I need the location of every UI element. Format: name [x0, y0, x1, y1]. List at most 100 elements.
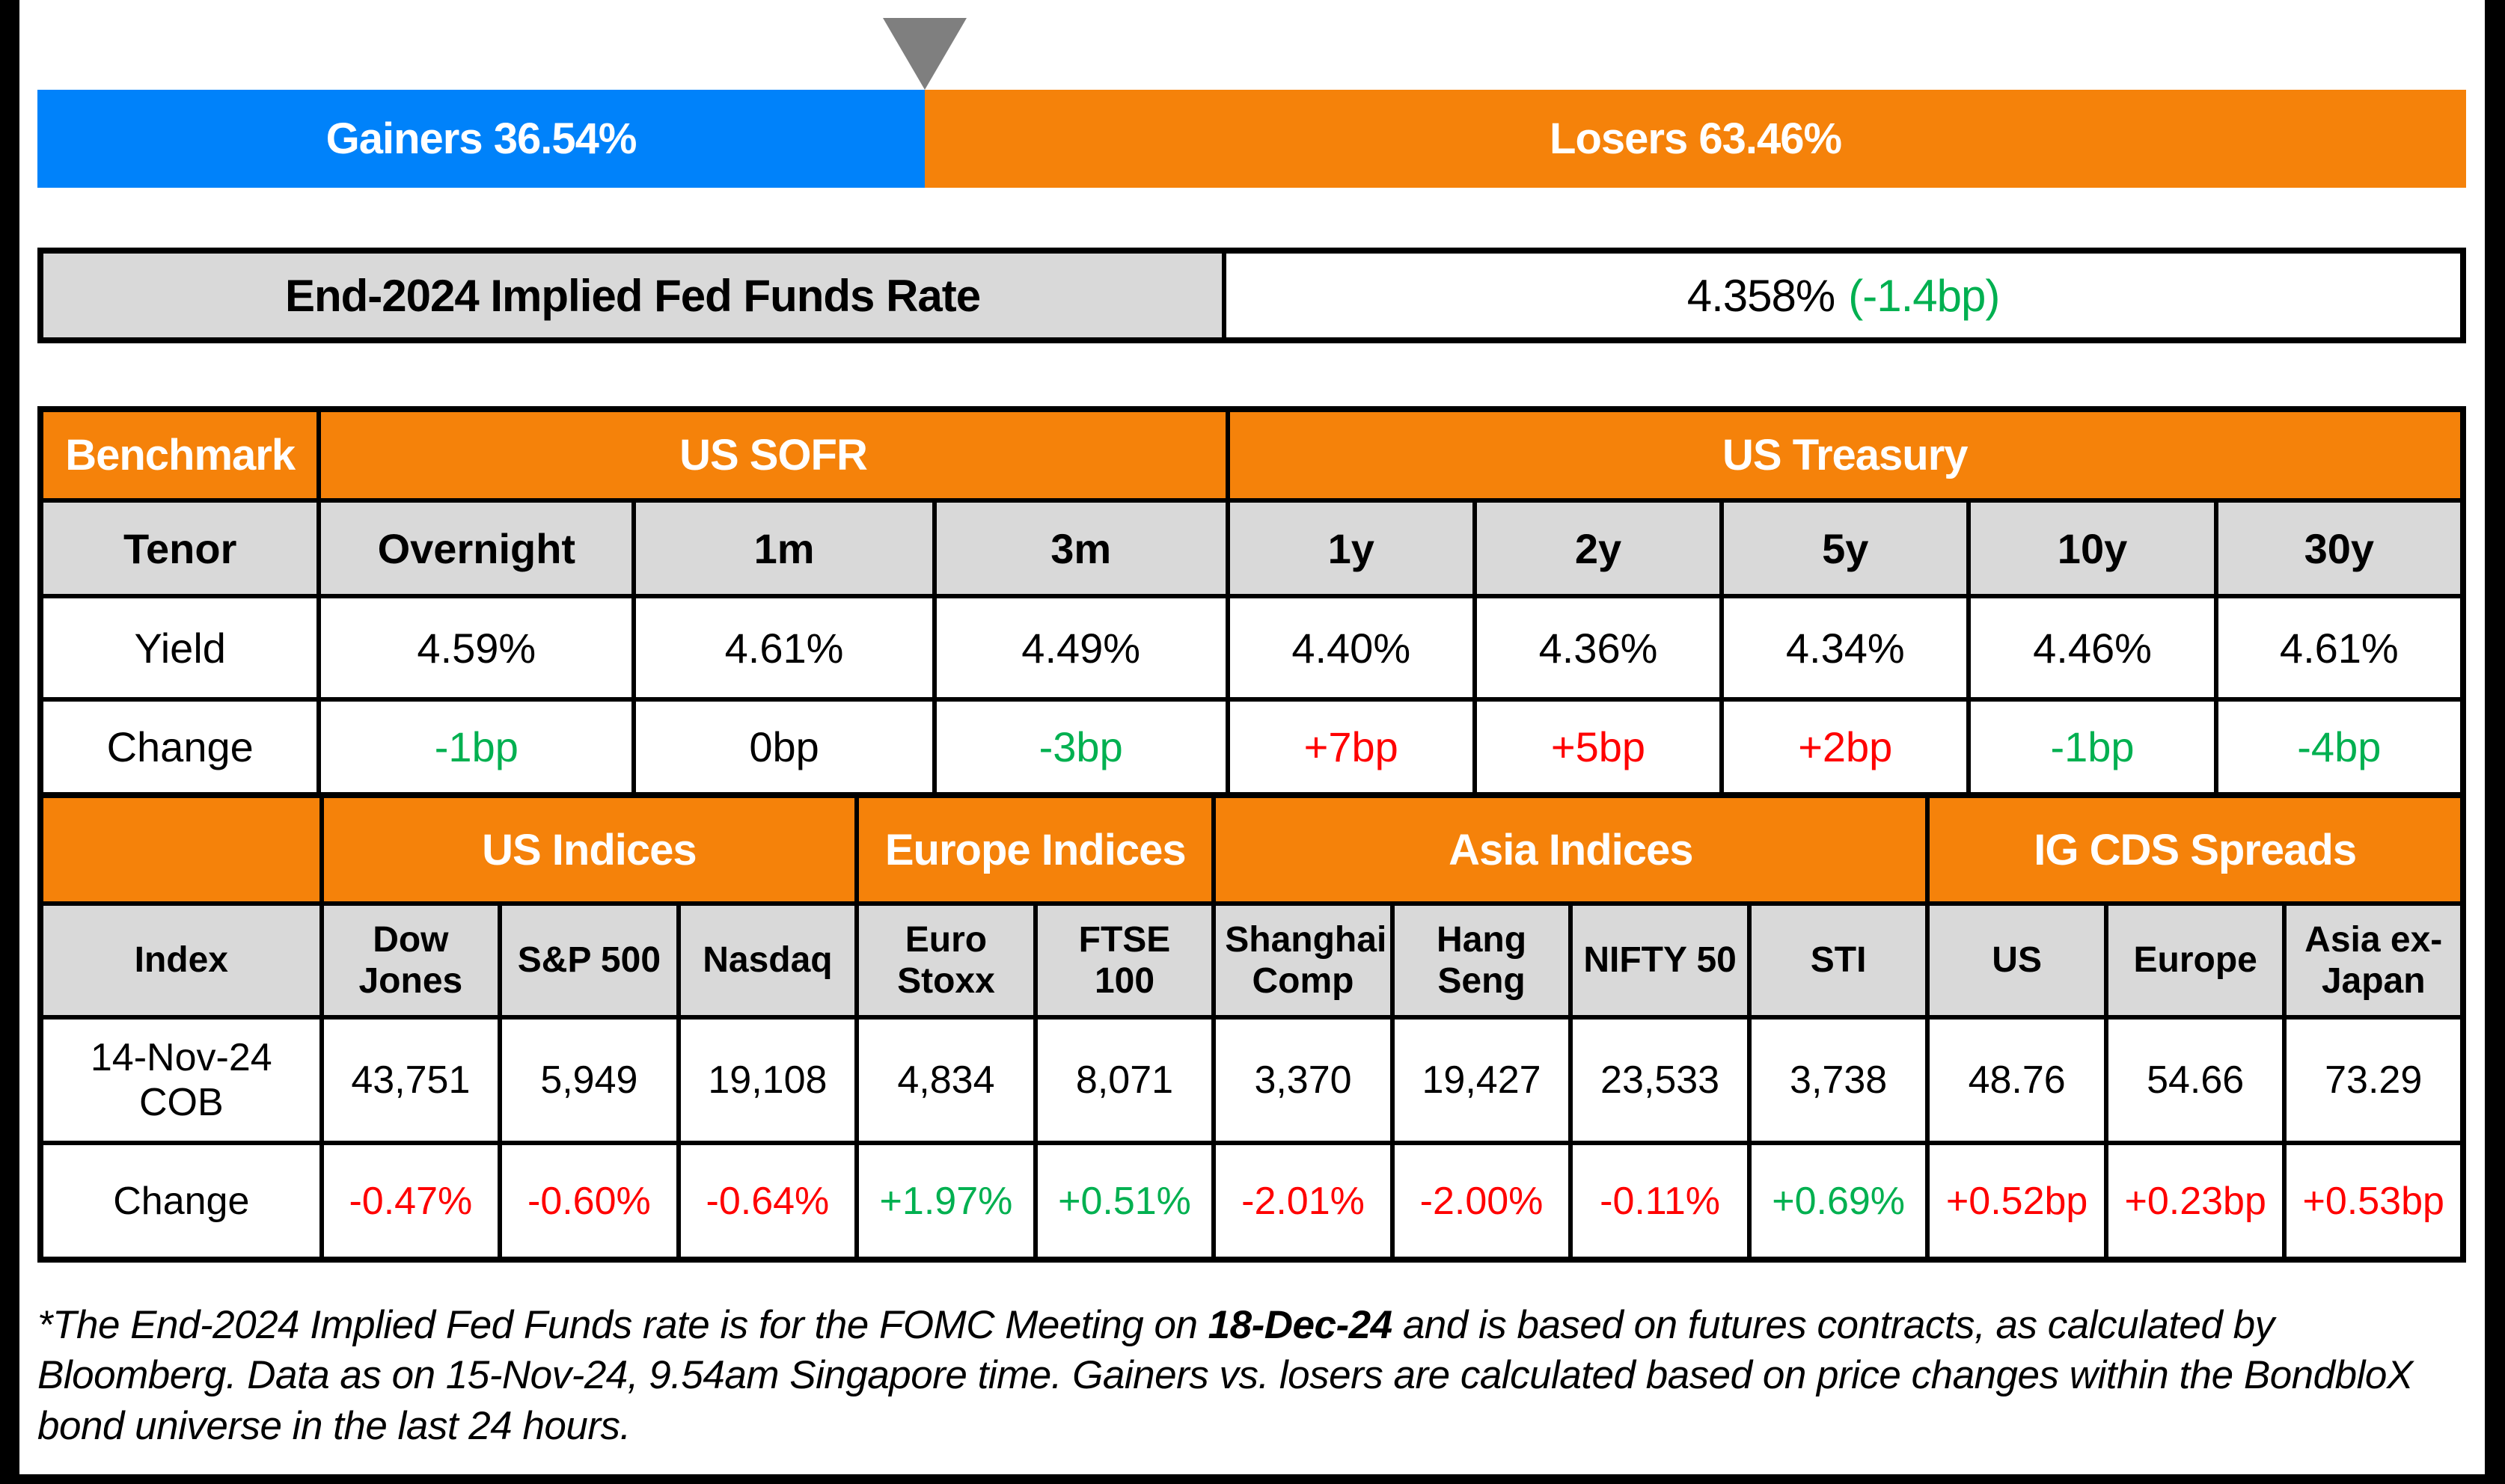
yield-change-row: Change -1bp 0bp -3bp +7bp +5bp +2bp -1bp… [37, 697, 2466, 797]
tenor-row: Tenor Overnight 1m 3m 1y 2y 5y 10y 30y [37, 498, 2466, 598]
us-indices-group-header: US Indices [319, 793, 860, 906]
indices-corner-cell [38, 793, 324, 906]
index-name-cell: S&P 500 [498, 901, 681, 1020]
tenor-cell: 1m [631, 498, 937, 598]
index-change-row: Change -0.47% -0.60% -0.64% +1.97% +0.51… [38, 1141, 2465, 1262]
cob-cell: 54.66 [2103, 1015, 2287, 1145]
yield-change-cell: -1bp [316, 697, 637, 797]
index-change-cell: +0.52bp [1925, 1141, 2108, 1262]
index-change-cell: +0.51% [1033, 1141, 1217, 1262]
yield-cell: 4.61% [631, 594, 937, 702]
index-name-cell: Hang Seng [1389, 901, 1573, 1020]
indices-table: US Indices Europe Indices Asia Indices I… [37, 792, 2466, 1263]
yield-cell: 4.46% [1966, 594, 2218, 702]
index-change-cell: -0.60% [498, 1141, 681, 1262]
asia-indices-group-header: Asia Indices [1211, 793, 1930, 906]
us-sofr-group-header: US SOFR [316, 407, 1230, 503]
index-name-row: Index Dow Jones S&P 500 Nasdaq Euro Stox… [38, 901, 2465, 1020]
index-change-cell: -2.00% [1389, 1141, 1573, 1262]
yield-cell: 4.49% [932, 594, 1230, 702]
cob-cell: 73.29 [2282, 1015, 2465, 1145]
yield-row-label: Yield [37, 594, 322, 702]
index-name-cell: Dow Jones [319, 901, 503, 1020]
cob-cell: 43,751 [319, 1015, 503, 1145]
yield-cell: 4.36% [1472, 594, 1725, 702]
yield-change-cell: 0bp [631, 697, 937, 797]
fed-funds-change: (-1.4bp) [1848, 270, 2000, 321]
footnote-bold-date: 18-Dec-24 [1208, 1303, 1392, 1347]
yield-change-cell: -4bp [2213, 697, 2466, 797]
benchmark-corner-cell: Benchmark [37, 407, 322, 503]
tenor-cell: 5y [1719, 498, 1972, 598]
index-change-cell: +0.69% [1746, 1141, 1930, 1262]
cob-row-label: 14-Nov-24 COB [38, 1015, 324, 1145]
yield-cell: 4.40% [1225, 594, 1477, 702]
change-row-label: Change [38, 1141, 324, 1262]
index-name-cell: NIFTY 50 [1568, 901, 1752, 1020]
tenor-cell: 30y [2213, 498, 2466, 598]
index-name-cell: Nasdaq [676, 901, 860, 1020]
yield-cell: 4.34% [1719, 594, 1972, 702]
index-change-cell: +0.23bp [2103, 1141, 2287, 1262]
index-change-cell: -2.01% [1211, 1141, 1395, 1262]
cob-cell: 5,949 [498, 1015, 681, 1145]
cob-cell: 4,834 [854, 1015, 1038, 1145]
index-change-cell: -0.64% [676, 1141, 860, 1262]
cob-cell: 3,370 [1211, 1015, 1395, 1145]
cob-cell: 19,427 [1389, 1015, 1573, 1145]
index-change-cell: -0.11% [1568, 1141, 1752, 1262]
cob-cell: 8,071 [1033, 1015, 1217, 1145]
cob-cell: 3,738 [1746, 1015, 1930, 1145]
europe-indices-group-header: Europe Indices [854, 793, 1217, 906]
pointer-row [37, 18, 2466, 90]
benchmark-header-row: Benchmark US SOFR US Treasury [37, 407, 2466, 503]
benchmark-table: Benchmark US SOFR US Treasury Tenor Over… [37, 406, 2466, 798]
index-row-label: Index [38, 901, 324, 1020]
footnote-part1: *The End-2024 Implied Fed Funds rate is … [37, 1303, 1208, 1347]
yield-row: Yield 4.59% 4.61% 4.49% 4.40% 4.36% 4.34… [37, 594, 2466, 702]
yield-change-cell: +5bp [1472, 697, 1725, 797]
index-name-cell: Euro Stoxx [854, 901, 1038, 1020]
index-name-cell: STI [1746, 901, 1930, 1020]
fed-funds-rate: 4.358% [1686, 270, 1835, 321]
ig-cds-group-header: IG CDS Spreads [1925, 793, 2465, 906]
yield-change-cell: -3bp [932, 697, 1230, 797]
footnote-part2: and is based on futures contracts, as ca… [37, 1303, 2413, 1448]
change-row-label: Change [37, 697, 322, 797]
tenor-row-label: Tenor [37, 498, 322, 598]
gainers-losers-bar: Gainers 36.54% Losers 63.46% [37, 90, 2466, 188]
cob-row: 14-Nov-24 COB 43,751 5,949 19,108 4,834 … [38, 1015, 2465, 1145]
index-name-cell: US [1925, 901, 2108, 1020]
yield-cell: 4.61% [2213, 594, 2466, 702]
footnote: *The End-2024 Implied Fed Funds rate is … [37, 1300, 2466, 1451]
yield-change-cell: -1bp [1966, 697, 2218, 797]
us-treasury-group-header: US Treasury [1225, 407, 2466, 503]
tenor-cell: 3m [932, 498, 1230, 598]
index-name-cell: Asia ex-Japan [2282, 901, 2465, 1020]
indices-header-row: US Indices Europe Indices Asia Indices I… [38, 793, 2465, 906]
index-change-cell: +1.97% [854, 1141, 1038, 1262]
fed-funds-value-cell: 4.358% (-1.4bp) [1226, 254, 2460, 337]
yield-cell: 4.59% [316, 594, 637, 702]
index-name-cell: Shanghai Comp [1211, 901, 1395, 1020]
losers-bar-segment: Losers 63.46% [925, 90, 2466, 188]
cob-cell: 48.76 [1925, 1015, 2108, 1145]
down-triangle-icon [883, 18, 967, 90]
yield-change-cell: +7bp [1225, 697, 1477, 797]
bottom-edge-bar [0, 1474, 2505, 1484]
cob-cell: 23,533 [1568, 1015, 1752, 1145]
index-change-cell: -0.47% [319, 1141, 503, 1262]
gainers-label: Gainers 36.54% [325, 114, 637, 163]
fed-funds-label: End-2024 Implied Fed Funds Rate [43, 254, 1227, 337]
right-edge-bar [2485, 0, 2505, 1484]
index-name-cell: FTSE 100 [1033, 901, 1217, 1020]
content-area: Gainers 36.54% Losers 63.46% End-2024 Im… [37, 0, 2466, 1484]
left-edge-bar [0, 0, 19, 1484]
tenor-cell: Overnight [316, 498, 637, 598]
fed-funds-strip: End-2024 Implied Fed Funds Rate 4.358% (… [37, 248, 2466, 343]
yield-change-cell: +2bp [1719, 697, 1972, 797]
tenor-cell: 2y [1472, 498, 1725, 598]
losers-label: Losers 63.46% [1550, 114, 1842, 163]
index-name-cell: Europe [2103, 901, 2287, 1020]
